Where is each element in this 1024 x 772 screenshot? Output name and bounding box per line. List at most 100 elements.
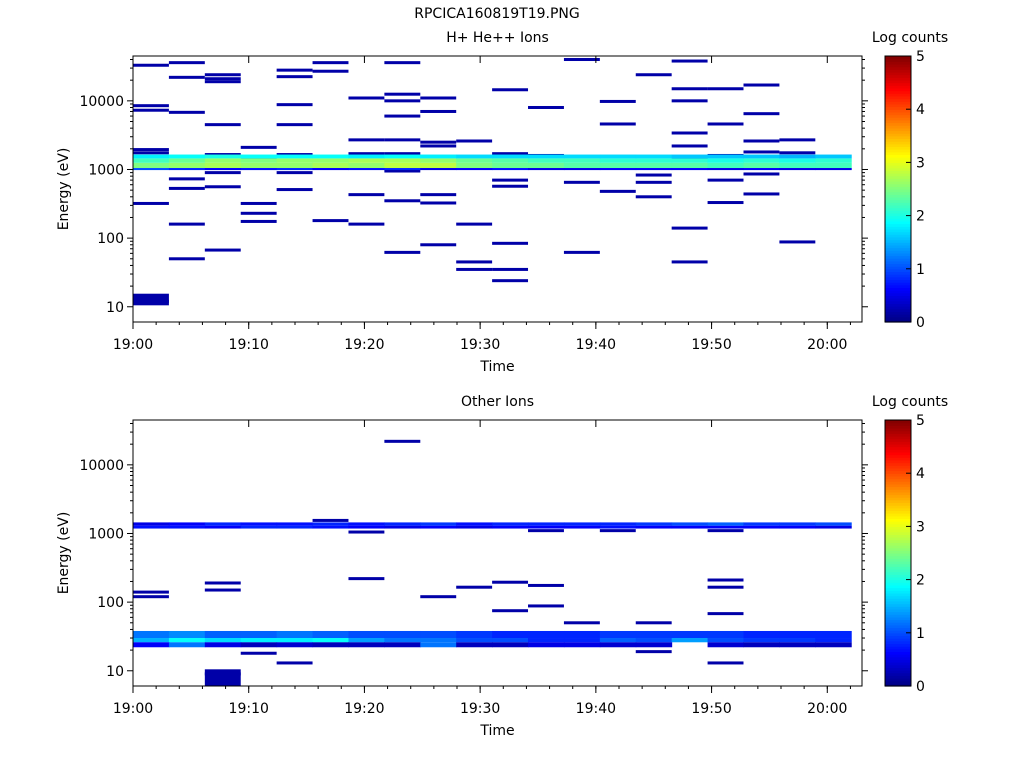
- band-cell: [563, 638, 601, 643]
- colorbar-segment: [885, 507, 911, 512]
- colorbar-segment: [885, 683, 911, 687]
- colorbar-segment: [885, 550, 911, 554]
- sparse-count-cell: [456, 267, 493, 271]
- sparse-count-cell: [492, 184, 529, 188]
- band-cell: [563, 642, 601, 648]
- sparse-count-cell: [240, 145, 277, 149]
- colorbar-segment: [885, 648, 911, 653]
- sparse-count-cell: [384, 61, 421, 65]
- band-cell: [528, 642, 565, 648]
- colorbar-segment: [885, 61, 911, 65]
- sparse-count-cell: [707, 661, 744, 665]
- band-cell: [563, 522, 601, 526]
- band-cell: [779, 525, 816, 529]
- sparse-count-cell: [420, 595, 457, 599]
- band-cell: [420, 154, 457, 159]
- sparse-count-cell: [743, 192, 780, 196]
- sparse-count-cell: [384, 439, 421, 443]
- axes: 19:00 19:10 19:20 19:30 19:40 19:50 20:00 Time 1…: [56, 420, 868, 739]
- sparse-count-cell: [635, 173, 672, 177]
- colorbar-segment: [885, 236, 911, 241]
- colorbar-segment: [885, 247, 911, 251]
- band-cell: [312, 642, 349, 648]
- band-cell: [528, 162, 565, 169]
- band-cell: [456, 168, 493, 171]
- colorbar-segment: [885, 459, 911, 464]
- band-cell: [312, 158, 349, 163]
- band-cell: [420, 642, 457, 648]
- band-cell: [743, 522, 780, 526]
- sparse-count-cell: [204, 77, 241, 81]
- sparse-count-cell: [168, 222, 205, 226]
- sparse-count-cell: [671, 131, 708, 135]
- band-cell: [384, 168, 421, 171]
- colorbar-segment: [885, 574, 911, 578]
- band-cell: [671, 168, 709, 171]
- sparse-count-cell: [276, 171, 313, 175]
- band-cell: [635, 638, 673, 643]
- sparse-count-cell: [635, 650, 672, 654]
- colorbar-segment: [885, 141, 911, 145]
- band-cell: [348, 154, 385, 159]
- x-tick-label: 19:10: [229, 337, 269, 353]
- colorbar-segment: [885, 101, 911, 105]
- band-cell: [276, 158, 314, 163]
- sparse-count-cell: [420, 243, 457, 247]
- sparse-count-cell: [348, 152, 385, 156]
- band-cell: [240, 158, 278, 163]
- band-cell: [420, 630, 457, 639]
- band-cell: [420, 162, 457, 169]
- band-cell: [671, 638, 709, 643]
- sparse-count-cell: [707, 578, 744, 582]
- sparse-count-cell: [168, 61, 205, 65]
- band-cell: [168, 522, 206, 526]
- colorbar-segment: [885, 568, 911, 573]
- axes: 19:00 19:10 19:20 19:30 19:40 19:50 20:00 Time 1…: [56, 56, 868, 375]
- sparse-count-cell: [707, 178, 744, 182]
- sparse-count-cell: [312, 69, 349, 73]
- sparse-count-cell: [671, 226, 708, 230]
- colorbar-segment: [885, 672, 911, 676]
- panel-title: Other Ions: [461, 394, 534, 410]
- band-cell: [384, 525, 421, 529]
- colorbar-segment: [885, 226, 911, 230]
- x-tick-label: 19:00: [113, 701, 153, 717]
- band-cell: [240, 154, 278, 159]
- band-cell: [563, 630, 601, 639]
- colorbar-segment: [885, 295, 911, 299]
- colorbar-segment: [885, 154, 911, 158]
- colorbar-segment: [885, 630, 911, 634]
- sparse-count-cell: [420, 193, 457, 197]
- sparse-count-cell: [384, 199, 421, 203]
- colorbar-segment: [885, 443, 911, 448]
- colorbar-segment: [885, 127, 911, 132]
- colorbar-segment: [885, 678, 911, 682]
- colorbar-segment: [885, 106, 911, 110]
- colorbar-segment: [885, 218, 911, 222]
- sparse-count-cell: [384, 250, 421, 254]
- colorbar-segment: [885, 616, 911, 621]
- band-cell: [420, 525, 457, 529]
- colorbar-tick-label: 2: [916, 209, 925, 225]
- sparse-count-cell: [276, 75, 313, 79]
- band-cell: [635, 158, 673, 163]
- colorbar-tick-label: 3: [916, 519, 925, 535]
- sparse-count-cell: [492, 88, 529, 92]
- colorbar-segment: [885, 69, 911, 73]
- colorbar-tick-label: 1: [916, 626, 925, 642]
- x-tick-label: 19:40: [576, 701, 616, 717]
- sparse-count-cell: [635, 195, 672, 199]
- sparse-count-cell: [456, 139, 493, 143]
- band-cell: [492, 642, 529, 648]
- colorbar-segment: [885, 82, 911, 86]
- colorbar-segment: [885, 505, 911, 509]
- band-cell: [815, 525, 852, 529]
- colorbar-tick-label: 1: [916, 262, 925, 278]
- band-cell: [456, 158, 493, 163]
- y-tick-label: 10: [106, 664, 124, 680]
- colorbar-segment: [885, 592, 911, 597]
- band-cell: [276, 638, 314, 643]
- band-cell: [707, 162, 744, 169]
- colorbar-segment: [885, 467, 911, 472]
- band-cell: [348, 162, 385, 169]
